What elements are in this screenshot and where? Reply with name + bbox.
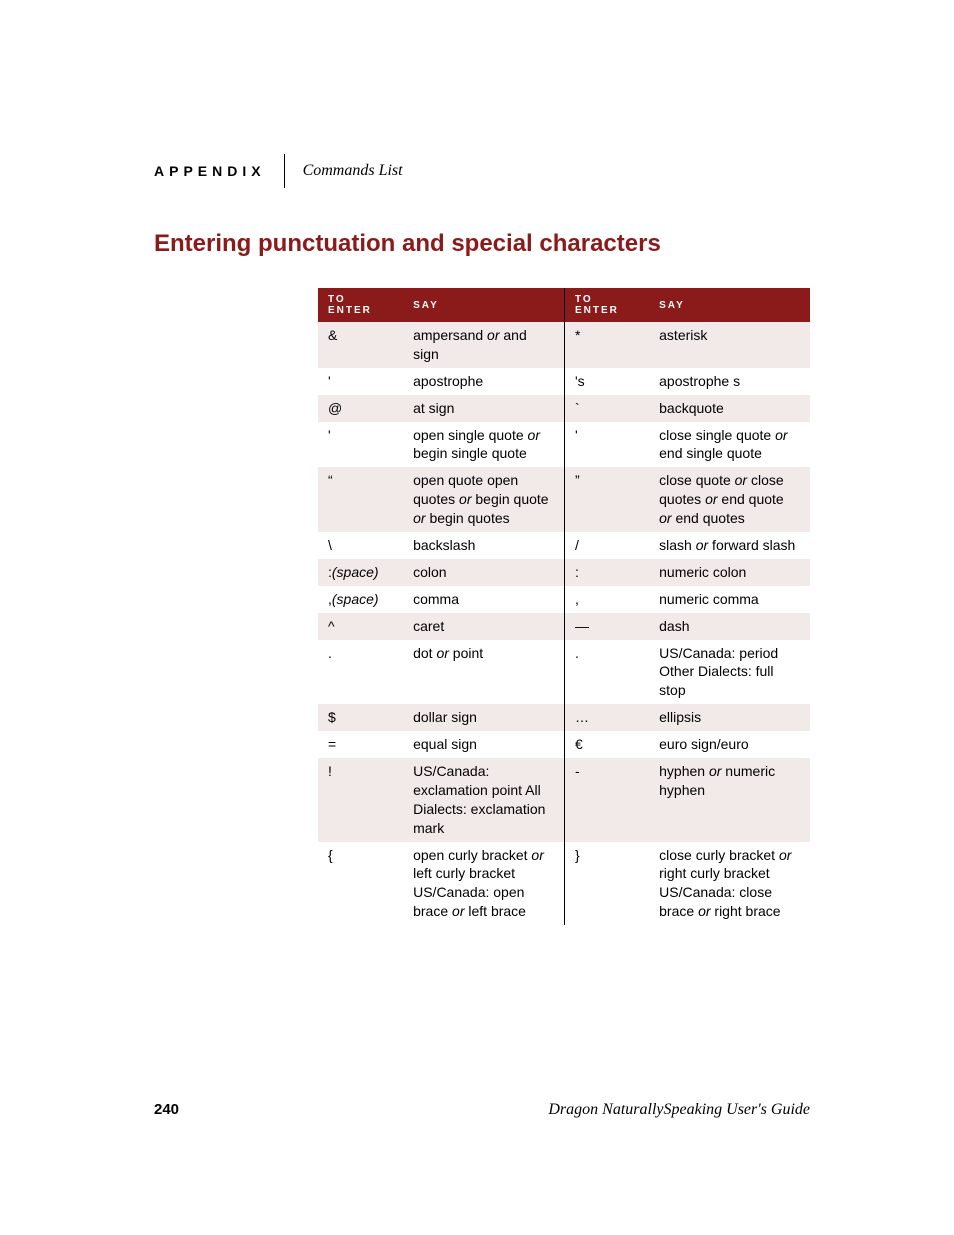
cell-say: caret	[403, 613, 564, 640]
table-row: {open curly bracket or left curly bracke…	[318, 842, 810, 926]
cell-say: numeric colon	[649, 559, 810, 586]
page-header: APPENDIX Commands List	[154, 154, 403, 188]
table-row: $dollar sign…ellipsis	[318, 704, 810, 731]
cell-to-enter: '	[318, 368, 403, 395]
cell-say: dash	[649, 613, 810, 640]
cell-say: euro sign/euro	[649, 731, 810, 758]
cell-to-enter: .	[564, 640, 649, 705]
cell-say: dot or point	[403, 640, 564, 705]
cell-to-enter: }	[564, 842, 649, 926]
cell-say: open curly bracket or left curly bracket…	[403, 842, 564, 926]
cell-to-enter: €	[564, 731, 649, 758]
cell-to-enter: /	[564, 532, 649, 559]
cell-to-enter: &	[318, 322, 403, 368]
header-section-title: Commands List	[285, 162, 403, 180]
page-number: 240	[154, 1101, 179, 1118]
table-row: “open quote open quotes or begin quote o…	[318, 467, 810, 532]
cell-say: hyphen or numeric hyphen	[649, 758, 810, 842]
cell-to-enter: =	[318, 731, 403, 758]
cell-to-enter: .	[318, 640, 403, 705]
table-row: !US/Canada: exclamation point All Dialec…	[318, 758, 810, 842]
table-row: 'open single quote or begin single quote…	[318, 422, 810, 468]
table-header-row: To enter Say To enter Say	[318, 288, 810, 322]
cell-say: slash or forward slash	[649, 532, 810, 559]
cell-to-enter: \	[318, 532, 403, 559]
table-row: @at sign`backquote	[318, 395, 810, 422]
punctuation-table-wrap: To enter Say To enter Say &ampersand or …	[318, 288, 810, 925]
cell-say: numeric comma	[649, 586, 810, 613]
cell-say: ampersand or and sign	[403, 322, 564, 368]
cell-to-enter: 's	[564, 368, 649, 395]
table-row: =equal sign€euro sign/euro	[318, 731, 810, 758]
cell-say: ellipsis	[649, 704, 810, 731]
col-header-to-enter-2: To enter	[564, 288, 649, 322]
cell-say: close quote or close quotes or end quote…	[649, 467, 810, 532]
cell-to-enter: $	[318, 704, 403, 731]
cell-say: colon	[403, 559, 564, 586]
cell-say: backquote	[649, 395, 810, 422]
punctuation-table: To enter Say To enter Say &ampersand or …	[318, 288, 810, 925]
cell-to-enter: ,	[564, 586, 649, 613]
table-row: \backslash/slash or forward slash	[318, 532, 810, 559]
table-row: ^caret—dash	[318, 613, 810, 640]
cell-to-enter: :(space)	[318, 559, 403, 586]
cell-say: close single quote or end single quote	[649, 422, 810, 468]
cell-to-enter: !	[318, 758, 403, 842]
cell-to-enter: '	[318, 422, 403, 468]
cell-say: apostrophe	[403, 368, 564, 395]
cell-say: close curly bracket or right curly brack…	[649, 842, 810, 926]
table-row: .dot or point.US/Canada: period Other Di…	[318, 640, 810, 705]
cell-to-enter: …	[564, 704, 649, 731]
cell-say: US/Canada: exclamation point All Dialect…	[403, 758, 564, 842]
cell-to-enter: '	[564, 422, 649, 468]
cell-to-enter: ”	[564, 467, 649, 532]
cell-say: comma	[403, 586, 564, 613]
cell-say: dollar sign	[403, 704, 564, 731]
cell-say: at sign	[403, 395, 564, 422]
cell-say: open quote open quotes or begin quote or…	[403, 467, 564, 532]
cell-to-enter: *	[564, 322, 649, 368]
cell-say: asterisk	[649, 322, 810, 368]
cell-to-enter: ,(space)	[318, 586, 403, 613]
col-header-say-1: Say	[403, 288, 564, 322]
table-row: 'apostrophe'sapostrophe s	[318, 368, 810, 395]
cell-say: equal sign	[403, 731, 564, 758]
cell-say: apostrophe s	[649, 368, 810, 395]
cell-to-enter: `	[564, 395, 649, 422]
cell-to-enter: “	[318, 467, 403, 532]
section-heading: Entering punctuation and special charact…	[154, 230, 661, 258]
col-header-say-2: Say	[649, 288, 810, 322]
guide-title: Dragon NaturallySpeaking User's Guide	[548, 1101, 810, 1119]
cell-say: open single quote or begin single quote	[403, 422, 564, 468]
cell-say: backslash	[403, 532, 564, 559]
cell-to-enter: @	[318, 395, 403, 422]
cell-to-enter: —	[564, 613, 649, 640]
page: APPENDIX Commands List Entering punctuat…	[0, 0, 954, 1235]
cell-say: US/Canada: period Other Dialects: full s…	[649, 640, 810, 705]
cell-to-enter: -	[564, 758, 649, 842]
table-row: &ampersand or and sign*asterisk	[318, 322, 810, 368]
cell-to-enter: :	[564, 559, 649, 586]
cell-to-enter: {	[318, 842, 403, 926]
header-appendix-label: APPENDIX	[154, 154, 285, 188]
cell-to-enter: ^	[318, 613, 403, 640]
col-header-to-enter-1: To enter	[318, 288, 403, 322]
table-row: :(space)colon:numeric colon	[318, 559, 810, 586]
table-body: &ampersand or and sign*asterisk'apostrop…	[318, 322, 810, 925]
page-footer: 240 Dragon NaturallySpeaking User's Guid…	[154, 1101, 810, 1119]
table-row: ,(space)comma,numeric comma	[318, 586, 810, 613]
